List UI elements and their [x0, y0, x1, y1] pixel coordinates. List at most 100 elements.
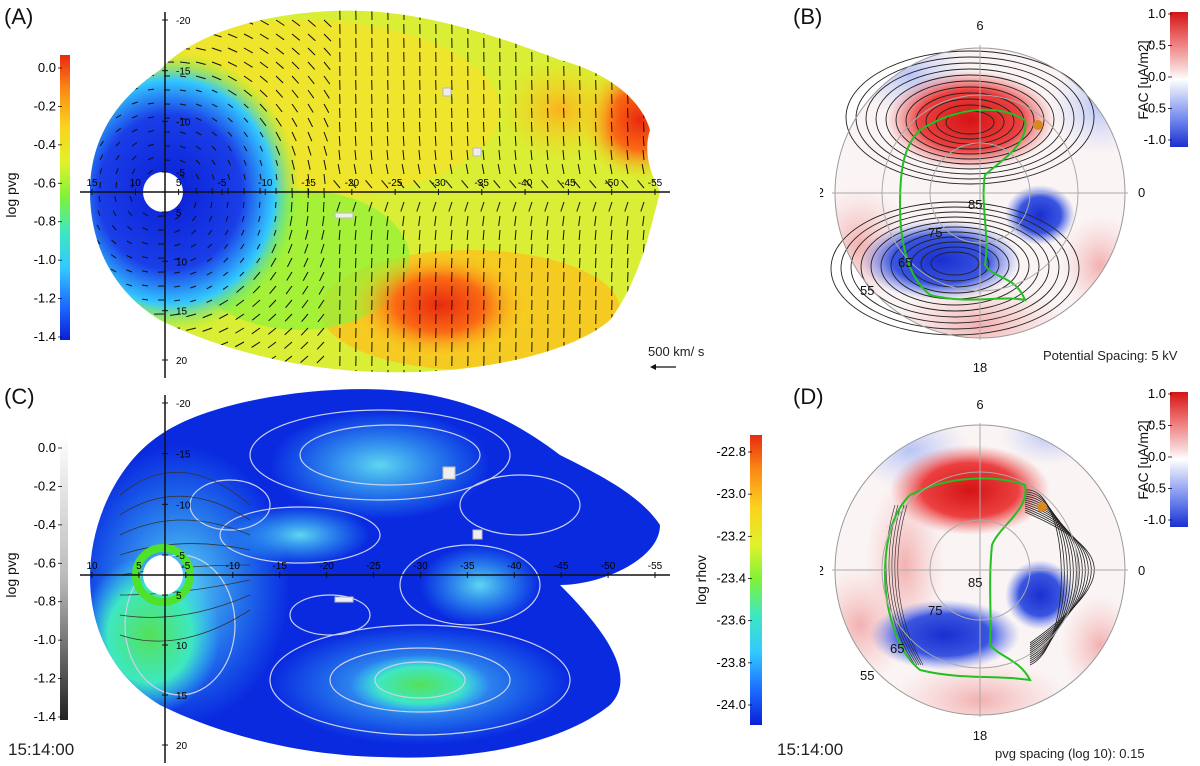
- colorbar-c-right-tick: -24.0: [716, 697, 746, 712]
- pvg-contours-d: [885, 489, 1095, 666]
- colorbar-c-right-tick: -23.0: [716, 486, 746, 501]
- mlt-label-18-d: 18: [973, 728, 987, 743]
- y-tick-label: 5: [176, 208, 182, 219]
- x-tick-label: -55: [648, 561, 663, 572]
- lat-label-85-b: 85: [968, 197, 982, 212]
- panel-label-a: (A): [4, 4, 34, 29]
- x-tick-label: -45: [561, 178, 576, 189]
- colorbar-b-tick: -1.0: [1144, 132, 1166, 147]
- pvg-contours: [119, 409, 581, 736]
- y-tick-label: -5: [176, 551, 185, 562]
- mlt-label-6-b: 6: [976, 18, 983, 33]
- mlt-label-0-d: 0: [1138, 563, 1145, 578]
- colorbar-b: 1.0 0.5 0.0 -0.5 -1.0 FAC [uA/m2]: [1135, 6, 1188, 147]
- x-tick-label: -35: [460, 561, 475, 572]
- potential-contours: [830, 50, 1095, 336]
- x-tick-label: -50: [604, 178, 619, 189]
- x-tick-label: -20: [319, 561, 334, 572]
- y-tick-label: -20: [176, 16, 191, 27]
- x-tick-label: -45: [554, 561, 569, 572]
- panel-label-b: (B): [793, 4, 823, 29]
- x-tick-label: -10: [226, 561, 241, 572]
- colorbar-c-left-tick: -0.8: [34, 594, 56, 609]
- ocb-boundary-d: [883, 477, 1032, 682]
- y-tick-label: 10: [176, 257, 188, 268]
- pvg-spacing-note: pvg spacing (log 10): 0.15: [995, 746, 1145, 761]
- colorbar-c-right-tick: -23.4: [716, 571, 746, 586]
- x-tick-label: -25: [366, 561, 381, 572]
- lat-label-65-b: 65: [898, 255, 912, 270]
- colorbar-c-left-gradient: [60, 435, 68, 720]
- colorbar-a-tick: -1.4: [34, 329, 56, 344]
- colorbar-a-tick: -0.6: [34, 175, 56, 190]
- x-tick-label: -40: [507, 561, 522, 572]
- panel-b-chart: 6 12 0 18 85 75 65 55: [820, 18, 1145, 375]
- colorbar-c-right-tick: -23.6: [716, 613, 746, 628]
- x-tick-label: 10: [130, 178, 142, 189]
- timestamp-d: 15:14:00: [777, 740, 844, 759]
- colorbar-b-tick: 0.5: [1148, 38, 1166, 53]
- colorbar-c-right-gradient: [750, 435, 762, 725]
- colorbar-a-tick: 0.0: [38, 60, 56, 75]
- colorbar-c-left-tick: -1.0: [34, 632, 56, 647]
- y-tick-label: 20: [176, 741, 188, 752]
- lat-label-55-b: 55: [860, 283, 874, 298]
- colorbar-d-tick: 1.0: [1148, 386, 1166, 401]
- colorbar-b-tick: 1.0: [1148, 6, 1166, 21]
- colorbar-d-tick: -0.5: [1144, 481, 1166, 496]
- x-tick-label: -55: [648, 178, 663, 189]
- x-tick-label: -30: [413, 561, 428, 572]
- colorbar-d: 1.0 0.5 0.0 -0.5 -1.0 FAC [uA/m2]: [1135, 386, 1188, 527]
- y-tick-label: 20: [176, 356, 188, 367]
- x-tick-label: -35: [475, 178, 490, 189]
- colorbar-d-tick: 0.0: [1148, 449, 1166, 464]
- y-tick-label: 15: [176, 307, 188, 318]
- colorbar-c-right-tick: -23.2: [716, 528, 746, 543]
- panel-label-c: (C): [4, 384, 35, 409]
- x-tick-label: -15: [272, 561, 287, 572]
- velocity-scale-arrow: [650, 364, 676, 370]
- x-tick-label: -10: [258, 178, 273, 189]
- colorbar-a-tick: -1.0: [34, 252, 56, 267]
- mlt-label-18-b: 18: [973, 360, 987, 375]
- colorbar-c-left-tick: -0.6: [34, 555, 56, 570]
- x-tick-label: -50: [601, 561, 616, 572]
- x-tick-label: -40: [518, 178, 533, 189]
- colorbar-d-tick: 0.5: [1148, 418, 1166, 433]
- colorbar-a-tick: -0.2: [34, 98, 56, 113]
- colorbar-a-gradient: [60, 55, 70, 340]
- potential-spacing-note: Potential Spacing: 5 kV: [1043, 348, 1178, 363]
- colorbar-c-left-tick: 0.0: [38, 440, 56, 455]
- colorbar-a-tick: -1.2: [34, 291, 56, 306]
- x-tick-label: -30: [431, 178, 446, 189]
- velocity-scale-label: 500 km/ s: [648, 344, 705, 359]
- y-tick-label: -20: [176, 399, 191, 410]
- panel-a-chart: 15 10 5 -5 -10 -15 -20 -25 -30 -35 -40 -45 -50 -55 -2…: [80, 10, 670, 378]
- lat-label-75-b: 75: [928, 225, 942, 240]
- colorbar-c-left-tick: -0.2: [34, 478, 56, 493]
- x-tick-label: -25: [388, 178, 403, 189]
- x-tick-label: -5: [217, 178, 226, 189]
- colorbar-a-title: log pvg: [3, 172, 19, 217]
- y-tick-label: -15: [176, 67, 191, 78]
- y-tick-label: -15: [176, 450, 191, 461]
- y-tick-label: -10: [176, 117, 191, 128]
- y-tick-label: -10: [176, 500, 191, 511]
- x-tick-label: 15: [86, 178, 98, 189]
- lat-label-75-d: 75: [928, 603, 942, 618]
- lat-label-55-d: 55: [860, 668, 874, 683]
- colorbar-a-tick: -0.4: [34, 137, 56, 152]
- x-tick-label: -20: [345, 178, 360, 189]
- colorbar-b-tick: 0.0: [1148, 69, 1166, 84]
- lat-label-65-d: 65: [890, 641, 904, 656]
- colorbar-c-right: -22.8 -23.0 -23.2 -23.4 -23.6 -23.8 -24.0 log …: [693, 435, 762, 725]
- y-tick-label: 5: [176, 591, 182, 602]
- colorbar-c-left-tick: -0.4: [34, 517, 56, 532]
- colorbar-b-title: FAC [uA/m2]: [1135, 40, 1151, 119]
- ocb-boundary: [898, 108, 1027, 302]
- y-tick-label: 15: [176, 691, 188, 702]
- colorbar-c-right-tick: -23.8: [716, 655, 746, 670]
- panel-c-chart: 10 5 -5 -10 -15 -20 -25 -30 -35 -40 -45 -50 -55 -20-…: [80, 389, 670, 763]
- colorbar-d-tick: -1.0: [1144, 512, 1166, 527]
- colorbar-a: 0.0 -0.2 -0.4 -0.6 -0.8 -1.0 -1.2 -1.4 log pvg: [3, 55, 70, 344]
